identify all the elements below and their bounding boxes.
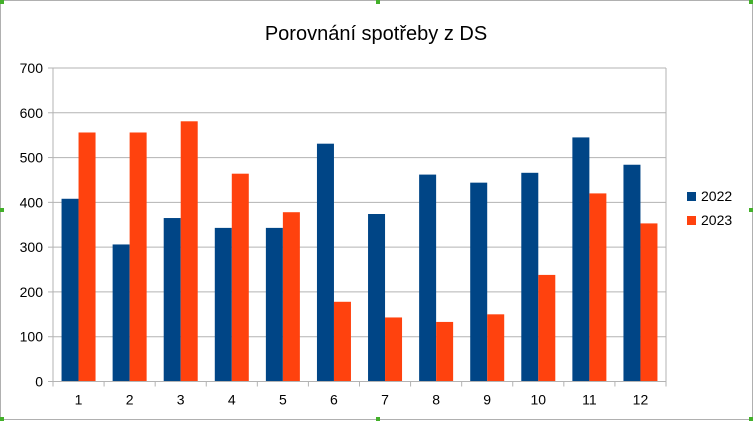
bar-2022-12 <box>623 164 641 382</box>
bar-2023-3 <box>180 121 198 382</box>
selection-handle <box>376 417 380 421</box>
x-tick-label: 3 <box>177 392 185 408</box>
bar-2022-10 <box>521 172 539 382</box>
legend-swatch-2022 <box>687 192 696 201</box>
bar-2022-7 <box>368 214 386 382</box>
x-tick-label: 5 <box>279 392 287 408</box>
legend-label: 2022 <box>701 188 732 204</box>
x-tick-label: 9 <box>483 392 491 408</box>
x-tick-label: 11 <box>582 392 597 408</box>
legend: 2022 2023 <box>687 188 732 228</box>
legend-swatch-2023 <box>687 216 696 225</box>
bar-2023-1 <box>78 132 96 382</box>
bar-2023-10 <box>538 274 556 382</box>
x-tick-label: 10 <box>531 392 547 408</box>
bar-2022-5 <box>265 227 283 382</box>
y-tick-label: 0 <box>35 374 43 390</box>
y-tick-label: 500 <box>20 150 44 166</box>
bar-2023-11 <box>589 193 607 382</box>
selection-handle <box>0 417 4 421</box>
x-tick-label: 12 <box>633 392 649 408</box>
bar-2022-2 <box>112 244 130 382</box>
x-tick-label: 6 <box>330 392 338 408</box>
selection-handle <box>749 0 753 4</box>
y-tick-label: 600 <box>20 105 44 121</box>
y-tick-label: 200 <box>20 284 44 300</box>
x-tick-label: 7 <box>381 392 389 408</box>
bar-2022-8 <box>419 174 437 382</box>
bar-2022-3 <box>163 218 181 382</box>
selection-handle <box>376 0 380 4</box>
bar-2023-8 <box>436 321 454 382</box>
bar-2023-12 <box>640 223 658 382</box>
bar-2023-9 <box>487 314 505 382</box>
bar-2022-4 <box>214 227 232 382</box>
bar-2023-4 <box>231 173 249 382</box>
bar-2022-6 <box>316 143 334 382</box>
selection-handle <box>0 208 4 212</box>
x-tick-label: 4 <box>228 392 236 408</box>
legend-label: 2023 <box>701 212 732 228</box>
bar-2022-1 <box>61 198 79 382</box>
x-tick-label: 1 <box>75 392 83 408</box>
selection-handle <box>749 208 753 212</box>
bar-2023-7 <box>385 317 403 382</box>
x-tick-label: 2 <box>126 392 134 408</box>
bar-2023-5 <box>282 212 300 382</box>
bar-2022-9 <box>470 182 488 382</box>
bar-2023-6 <box>333 301 351 382</box>
chart-title: Porovnání spotřeby z DS <box>265 23 487 45</box>
bar-2023-2 <box>129 132 147 382</box>
y-tick-label: 400 <box>20 194 44 210</box>
y-tick-label: 300 <box>20 239 44 255</box>
bar-2022-11 <box>572 137 590 382</box>
selection-handle <box>749 417 753 421</box>
y-tick-label: 700 <box>20 60 44 76</box>
x-tick-label: 8 <box>432 392 440 408</box>
y-tick-label: 100 <box>20 329 44 345</box>
selection-handle <box>0 0 4 4</box>
